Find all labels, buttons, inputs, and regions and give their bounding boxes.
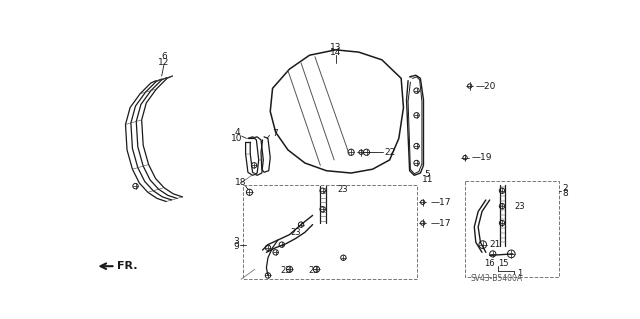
Text: 23: 23 (280, 266, 291, 275)
Bar (243, 185, 417, 278)
Text: SV43-B5400A: SV43-B5400A (470, 274, 523, 283)
Text: FR.: FR. (117, 261, 138, 271)
Text: 6: 6 (161, 52, 167, 61)
Text: 7: 7 (272, 129, 278, 138)
Text: 18: 18 (236, 178, 247, 187)
Text: 16: 16 (484, 259, 494, 268)
Bar (465, 181, 559, 277)
Text: 23: 23 (309, 266, 319, 275)
Text: 12: 12 (158, 58, 170, 67)
Text: 10: 10 (232, 134, 243, 143)
Text: 23: 23 (291, 228, 301, 237)
Text: 8: 8 (562, 189, 568, 198)
Text: 14: 14 (330, 48, 341, 57)
Text: 13: 13 (330, 43, 342, 52)
Text: —20: —20 (476, 82, 496, 91)
Text: 5: 5 (424, 170, 430, 179)
Text: 2: 2 (562, 184, 568, 193)
Text: 23: 23 (337, 185, 348, 195)
Text: 1: 1 (516, 270, 522, 278)
Text: 21: 21 (490, 240, 501, 249)
Text: 4: 4 (234, 129, 240, 137)
Text: —17: —17 (431, 219, 451, 227)
Text: 22: 22 (384, 148, 396, 157)
Text: 15: 15 (499, 259, 509, 268)
Text: 11: 11 (422, 175, 433, 184)
Text: 9: 9 (234, 242, 239, 251)
Text: 3: 3 (234, 237, 239, 246)
Text: 23: 23 (515, 202, 525, 211)
Text: —19: —19 (471, 153, 492, 162)
Text: —17: —17 (431, 198, 451, 207)
